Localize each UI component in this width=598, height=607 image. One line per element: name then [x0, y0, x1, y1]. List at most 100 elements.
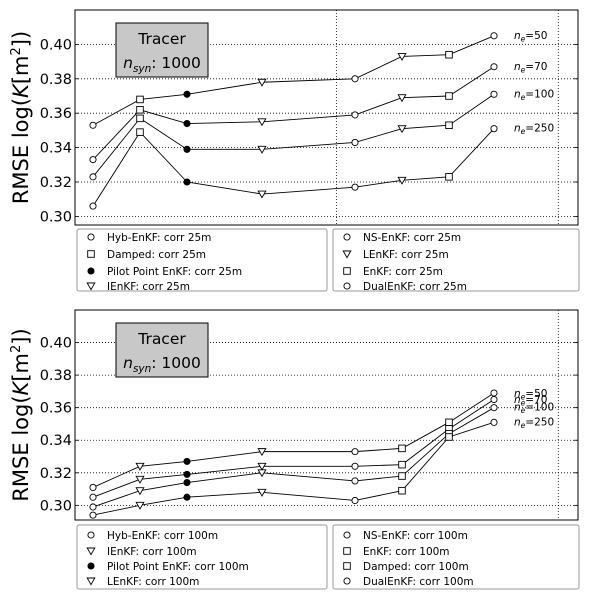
y-axis-label-sup: 2 — [9, 345, 24, 353]
data-point — [490, 125, 498, 133]
info-box-sub: syn — [133, 363, 151, 375]
series-line — [92, 407, 495, 508]
ne-label-value: =70 — [525, 61, 547, 73]
y-axis-label-text: RMSE log( — [9, 98, 33, 204]
data-point — [89, 503, 97, 511]
data-point — [397, 125, 407, 134]
info-box-value: : 1000 — [151, 354, 201, 372]
y-axis-label-close: ]) — [9, 31, 33, 47]
y-tick-label: 0.30 — [40, 209, 72, 225]
chart-panel-top: 0.30 0.32 0.34 0.36 0.38 0.40 RMSE log(K[m2]) T… — [9, 9, 580, 293]
info-box-sub: syn — [133, 63, 151, 75]
data-point — [183, 493, 191, 501]
ne-label-sub: e — [521, 65, 526, 74]
info-box-n: n — [123, 54, 133, 72]
ne-label-n: n — [514, 388, 521, 400]
ne-label: ne=50 — [514, 388, 547, 402]
series-line — [92, 392, 495, 488]
legend-label: EnKF: corr 25m — [363, 266, 443, 278]
data-point — [398, 444, 406, 453]
chart-panel-bottom: 0.30 0.32 0.34 0.36 0.38 0.40 RMSE log(K[m2]) T… — [9, 309, 580, 590]
data-point — [135, 475, 145, 484]
data-point — [351, 496, 359, 505]
data-point — [445, 418, 453, 427]
ne-label: ne=100 — [514, 402, 554, 416]
data-point — [257, 469, 267, 478]
info-box-title: Tracer — [137, 30, 186, 48]
ne-label-sub: e — [521, 421, 526, 430]
legend-marker — [87, 250, 95, 258]
ne-label-value: =250 — [525, 416, 554, 428]
legend-label: DualEnKF: corr 100m — [363, 576, 474, 588]
data-point — [445, 433, 453, 441]
data-point — [135, 487, 145, 496]
series-line — [92, 66, 495, 160]
legend-box — [332, 524, 580, 590]
legend-label: IEnKF: corr 100m — [107, 546, 197, 558]
legend-marker — [87, 562, 95, 570]
legend-label: DualEnKF: corr 25m — [363, 281, 467, 293]
ne-label-sub: e — [521, 406, 526, 415]
data-point — [89, 173, 97, 181]
legend-label: NS-EnKF: corr 25m — [363, 232, 461, 244]
data-point — [183, 178, 191, 186]
legend-marker — [87, 233, 95, 241]
info-box-title: Tracer — [137, 330, 186, 348]
ne-label-sub: e — [521, 398, 526, 407]
ne-label-n: n — [514, 416, 521, 428]
y-axis-label: RMSE log(K[m2]) — [9, 328, 33, 501]
data-point — [257, 488, 267, 497]
ne-label-n: n — [514, 61, 521, 73]
info-box-nsyn: nsyn: 1000 — [123, 54, 201, 75]
data-point — [257, 448, 267, 457]
data-point — [136, 114, 144, 123]
data-point — [136, 106, 144, 114]
ne-label-n: n — [514, 402, 521, 414]
legend-label: LEnKF: corr 100m — [107, 576, 199, 588]
data-point — [135, 501, 145, 510]
data-point — [445, 50, 453, 59]
legend-marker — [343, 282, 351, 290]
info-box-value: : 1000 — [151, 54, 201, 72]
y-axis-label-unit: [m — [9, 353, 33, 382]
info-box — [115, 322, 209, 378]
legend-box — [332, 228, 580, 292]
data-point — [257, 78, 267, 87]
data-point — [490, 418, 498, 426]
legend-marker — [343, 577, 351, 585]
legend-marker — [343, 267, 351, 275]
legend-marker — [342, 250, 352, 259]
y-tick-label: 0.40 — [40, 336, 72, 352]
ne-label-n: n — [514, 88, 521, 100]
data-point — [351, 462, 359, 470]
data-point — [257, 145, 267, 154]
legend-marker — [87, 267, 95, 275]
ne-label: ne=70 — [514, 61, 547, 75]
ne-label-value: =100 — [525, 402, 554, 414]
y-tick-label: 0.40 — [40, 37, 72, 53]
data-point — [89, 121, 97, 129]
ne-label: ne=250 — [514, 123, 554, 137]
data-point — [89, 511, 97, 519]
series-line — [92, 93, 495, 178]
legend-marker — [87, 531, 95, 539]
legend-marker — [343, 547, 351, 555]
data-point — [445, 92, 453, 100]
data-point — [351, 477, 359, 485]
legend-label: Hyb-EnKF: corr 100m — [107, 530, 218, 542]
y-tick-label: 0.36 — [40, 106, 72, 122]
y-tick-label: 0.34 — [40, 141, 72, 157]
data-point — [490, 32, 498, 40]
data-point — [183, 90, 191, 98]
y-axis-label-unit: [m — [9, 56, 33, 85]
ne-label: ne=50 — [514, 30, 547, 44]
info-box-n: n — [123, 354, 133, 372]
legend-label: LEnKF: corr 25m — [363, 249, 449, 261]
data-point — [490, 90, 498, 98]
data-point — [351, 448, 359, 456]
y-axis-label-sup: 2 — [9, 47, 24, 55]
data-point — [183, 479, 191, 487]
data-point — [351, 75, 359, 83]
y-axis-label: RMSE log(K[m2]) — [9, 31, 33, 204]
